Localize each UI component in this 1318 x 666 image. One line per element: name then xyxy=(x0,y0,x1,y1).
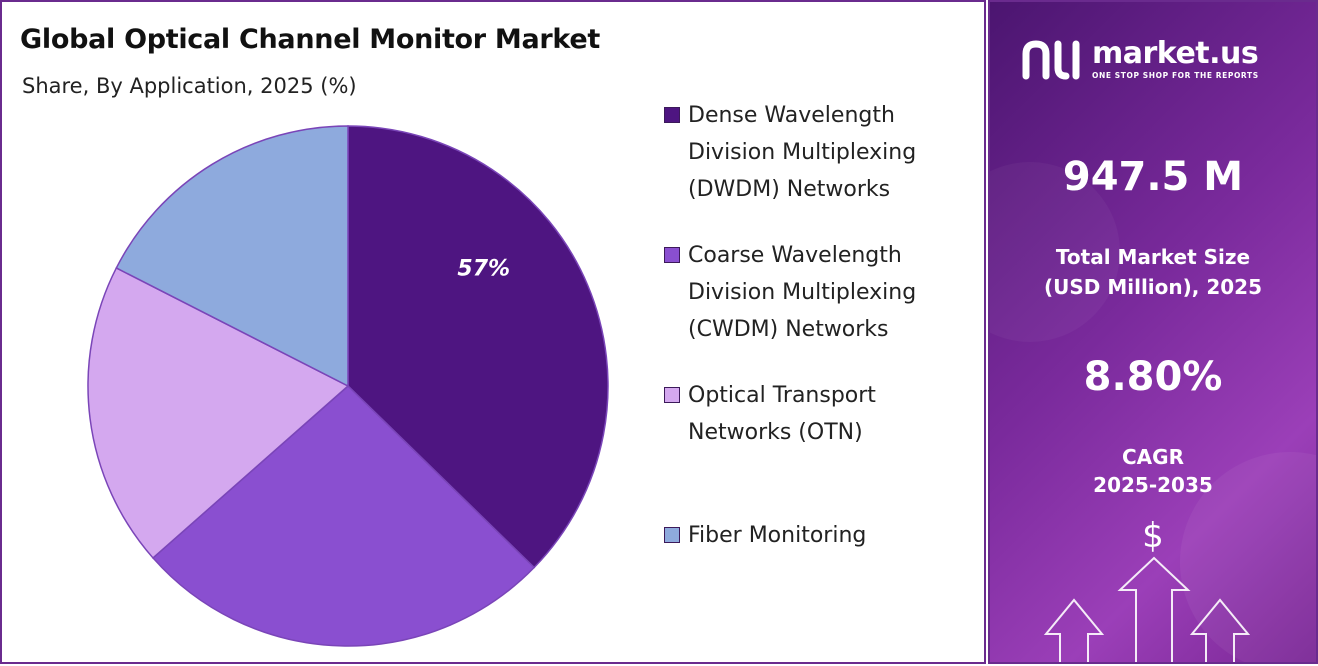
market-size-label-line2: (USD Million), 2025 xyxy=(1043,275,1263,299)
chart-panel: Global Optical Channel Monitor Market Sh… xyxy=(0,0,986,664)
market-size-value: 947.5 M xyxy=(1062,154,1244,200)
pie-chart: 57% xyxy=(87,125,609,647)
market-size-label-line1: Total Market Size xyxy=(1055,245,1251,269)
pie-slice-label-0: 57% xyxy=(457,256,510,281)
cagr-value: 8.80% xyxy=(1083,354,1223,400)
brand-name: market.us xyxy=(1092,36,1259,71)
legend-swatch-fiber-monitoring xyxy=(664,527,680,543)
legend-swatch-cwdm xyxy=(664,247,680,263)
pie-slice-3 xyxy=(115,125,349,388)
dollar-icon: $ xyxy=(1142,516,1164,556)
growth-arrows-icon xyxy=(1043,556,1251,662)
legend-label-otn: Optical Transport Networks (OTN) xyxy=(688,383,876,445)
brand-logo: market.us ONE STOP SHOP FOR THE REPORTS xyxy=(1020,38,1259,80)
legend-label-cwdm: Coarse Wavelength Division Multiplexing … xyxy=(688,243,917,342)
legend-label-dwdm: Dense Wavelength Division Multiplexing (… xyxy=(688,103,917,202)
chart-title: Global Optical Channel Monitor Market xyxy=(20,24,600,55)
legend-item-fiber-monitoring: Fiber Monitoring xyxy=(664,520,968,554)
pie-slice-1 xyxy=(151,384,536,647)
legend-swatch-dwdm xyxy=(664,107,680,123)
pie-slice-0 xyxy=(347,125,609,569)
legend-item-dwdm: Dense Wavelength Division Multiplexing (… xyxy=(664,100,968,208)
decorative-background xyxy=(990,162,1316,662)
brand-tagline: ONE STOP SHOP FOR THE REPORTS xyxy=(1092,71,1259,80)
cagr-label-line2: 2025-2035 xyxy=(1093,473,1213,497)
market-us-logo-icon xyxy=(1022,40,1080,80)
legend-label-fiber-monitoring: Fiber Monitoring xyxy=(688,523,867,548)
legend-item-cwdm: Coarse Wavelength Division Multiplexing … xyxy=(664,240,968,348)
legend-swatch-otn xyxy=(664,387,680,403)
chart-subtitle: Share, By Application, 2025 (%) xyxy=(22,74,357,98)
summary-panel: market.us ONE STOP SHOP FOR THE REPORTS … xyxy=(988,0,1318,664)
legend-item-otn: Optical Transport Networks (OTN) xyxy=(664,380,968,451)
pie-slice-2 xyxy=(87,266,350,559)
cagr-label-line1: CAGR xyxy=(1122,445,1184,469)
